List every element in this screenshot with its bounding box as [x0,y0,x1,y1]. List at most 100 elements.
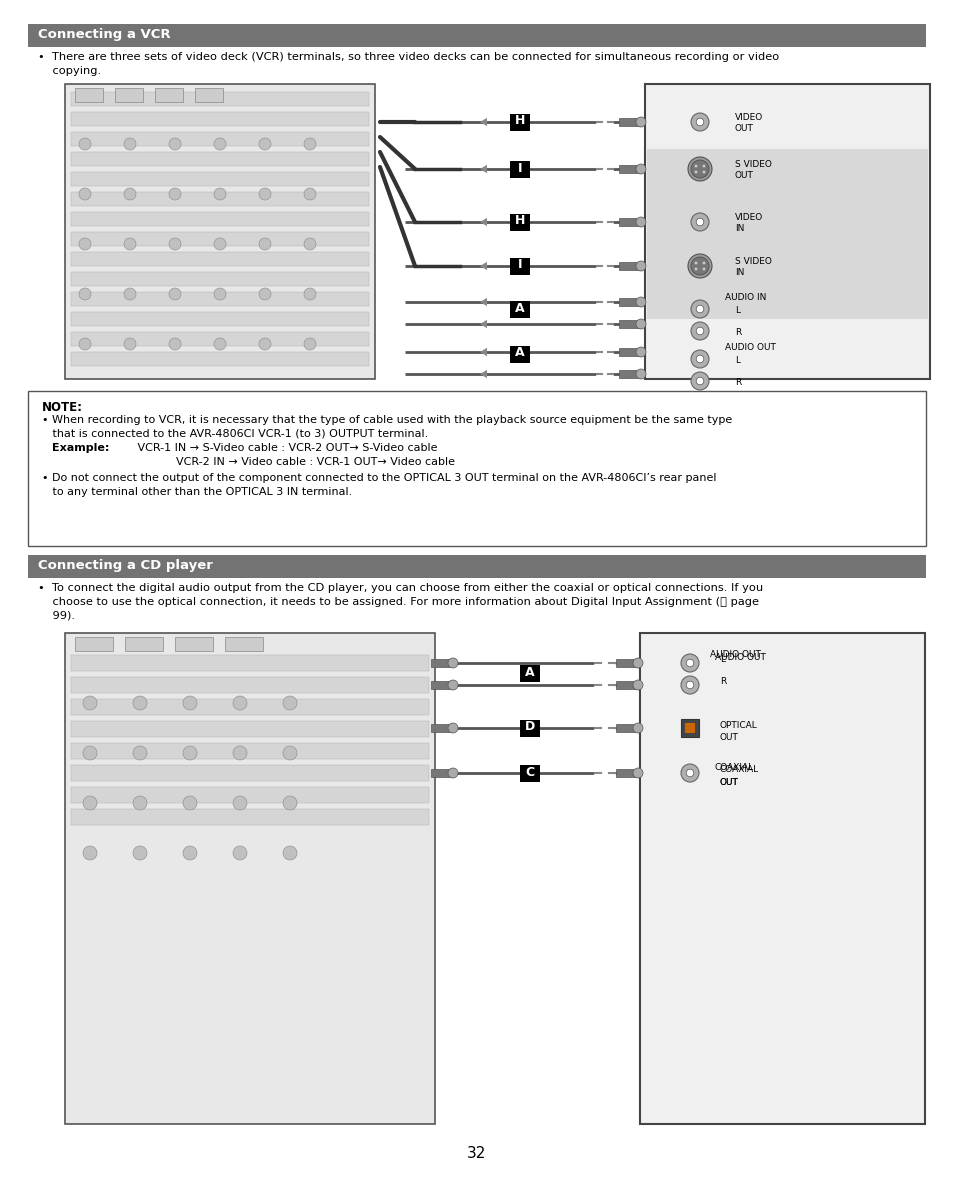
Circle shape [696,327,703,335]
Circle shape [701,164,705,168]
Circle shape [690,323,708,341]
Bar [618,263,640,270]
Circle shape [83,695,97,710]
Circle shape [701,170,705,174]
Circle shape [696,218,703,225]
Bar [71,721,429,737]
Bar [618,118,640,126]
Text: I: I [517,162,521,175]
Circle shape [690,350,708,368]
Polygon shape [479,369,486,378]
Circle shape [83,846,97,860]
Circle shape [685,770,693,777]
Circle shape [448,723,457,733]
Bar [71,312,369,326]
Circle shape [183,846,196,860]
Bar [431,769,453,777]
Bar [71,231,369,246]
Bar [174,637,213,651]
Circle shape [304,138,315,150]
Text: C: C [525,765,534,778]
Text: I: I [517,259,521,271]
Circle shape [124,338,136,350]
Bar [431,681,453,689]
Text: 32: 32 [467,1146,486,1161]
Text: AUDIO IN: AUDIO IN [724,293,765,302]
Bar [519,664,539,681]
Bar [616,769,638,777]
Text: • Do not connect the output of the component connected to the OPTICAL 3 OUT term: • Do not connect the output of the compo… [42,472,716,483]
Circle shape [696,378,703,385]
Text: VCR-1 IN → S-Video cable : VCR-2 OUT→ S-Video cable: VCR-1 IN → S-Video cable : VCR-2 OUT→ S-… [127,442,437,453]
Circle shape [685,659,693,667]
Text: R: R [720,676,725,686]
Text: H: H [515,215,525,228]
Circle shape [132,746,147,760]
Bar [75,637,112,651]
Circle shape [213,188,226,200]
Circle shape [636,319,645,329]
Text: L: L [720,655,724,663]
Bar [510,345,530,362]
Circle shape [690,159,708,177]
Circle shape [213,237,226,251]
Circle shape [636,217,645,227]
Circle shape [696,119,703,126]
Text: to any terminal other than the OPTICAL 3 IN terminal.: to any terminal other than the OPTICAL 3… [42,487,352,498]
Text: Connecting a VCR: Connecting a VCR [38,28,171,41]
Text: • When recording to VCR, it is necessary that the type of cable used with the pl: • When recording to VCR, it is necessary… [42,415,732,424]
Bar [71,272,369,287]
Circle shape [83,796,97,811]
Text: copying.: copying. [38,66,101,76]
Bar [510,213,530,230]
Text: D: D [524,721,535,734]
Circle shape [304,237,315,251]
Bar [431,724,453,733]
Polygon shape [479,118,486,126]
Bar [125,637,163,651]
Bar [71,332,369,347]
Bar [618,218,640,225]
Circle shape [233,846,247,860]
Text: COAXIAL: COAXIAL [714,763,753,772]
Circle shape [633,769,642,778]
Circle shape [636,164,645,174]
Circle shape [690,213,708,231]
Text: 99).: 99). [38,611,75,621]
Bar [71,677,429,693]
Circle shape [79,338,91,350]
Text: •  To connect the digital audio output from the CD player, you can choose from e: • To connect the digital audio output fr… [38,583,762,594]
Text: R: R [734,329,740,337]
Circle shape [283,796,296,811]
Bar [618,370,640,378]
Text: NOTE:: NOTE: [42,400,83,414]
Text: IN: IN [734,224,743,233]
Bar [71,655,429,671]
Circle shape [304,288,315,300]
Circle shape [213,338,226,350]
Bar [71,152,369,165]
Text: choose to use the optical connection, it needs to be assigned. For more informat: choose to use the optical connection, it… [38,597,759,607]
Circle shape [448,680,457,689]
Circle shape [687,157,711,181]
Text: AUDIO OUT: AUDIO OUT [714,653,765,662]
Bar [71,353,369,366]
Circle shape [690,300,708,318]
Bar [616,724,638,733]
Circle shape [694,170,697,174]
Circle shape [213,288,226,300]
Circle shape [680,764,699,782]
Circle shape [132,796,147,811]
Circle shape [79,288,91,300]
Circle shape [124,188,136,200]
Bar [618,299,640,306]
Circle shape [169,338,181,350]
Circle shape [183,695,196,710]
Polygon shape [479,320,486,329]
Circle shape [258,288,271,300]
Bar [154,88,183,102]
Text: Example:: Example: [52,442,110,453]
Circle shape [83,746,97,760]
Circle shape [258,237,271,251]
Circle shape [448,658,457,668]
